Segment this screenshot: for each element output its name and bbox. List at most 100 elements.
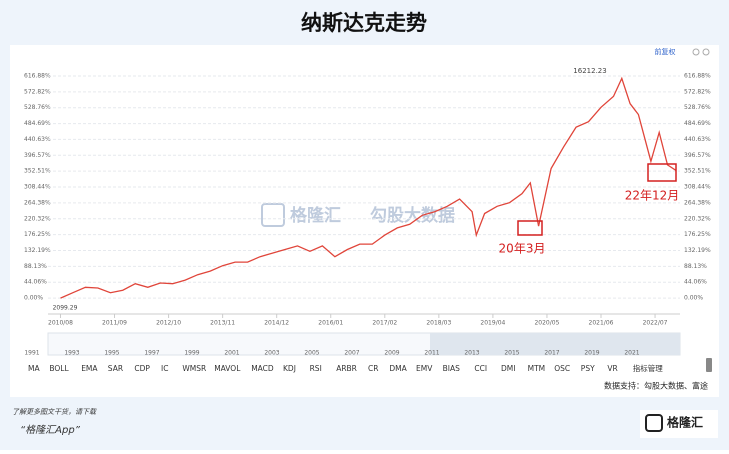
x-tick-label: 2021/06 xyxy=(589,320,614,327)
y-tick-label-right: 44.06% xyxy=(684,279,707,286)
x-tick-label: 2017/02 xyxy=(372,320,397,327)
y-tick-label-right: 176.25% xyxy=(684,231,711,238)
x-tick-label: 2010/08 xyxy=(48,320,73,327)
indicator-tab[interactable]: MA xyxy=(28,364,40,373)
watermark-icon xyxy=(261,203,285,227)
navigator-year: 2009 xyxy=(384,350,399,357)
indicator-tab[interactable]: MTM xyxy=(528,364,546,373)
adjust-toggle[interactable]: 前复权 xyxy=(655,47,676,56)
indicator-tab[interactable]: DMA xyxy=(389,364,407,373)
y-tick-label-right: 484.69% xyxy=(684,120,711,127)
y-tick-label: 484.69% xyxy=(24,120,51,127)
navigator-year: 2003 xyxy=(264,350,279,357)
navigator-year: 2005 xyxy=(304,350,319,357)
watermark-brand: 格隆汇 xyxy=(290,205,341,226)
y-tick-label-right: 572.82% xyxy=(684,88,711,95)
y-tick-label-right: 0.00% xyxy=(684,295,703,302)
indicator-tab[interactable]: CDP xyxy=(134,364,150,373)
y-tick-label: 528.76% xyxy=(24,104,51,111)
navigator-year: 1997 xyxy=(144,350,159,357)
indicator-tab[interactable]: DMI xyxy=(501,364,515,373)
y-tick-label-right: 88.13% xyxy=(684,263,707,270)
indicator-tab[interactable]: BOLL xyxy=(49,364,69,373)
navigator-year: 1999 xyxy=(184,350,199,357)
footer-line1: 了解更多图文干货，请下载 xyxy=(12,408,97,416)
zoom-in[interactable] xyxy=(702,48,710,56)
x-tick-label: 2014/12 xyxy=(264,320,289,327)
y-tick-label: 0.00% xyxy=(24,295,43,302)
navigator-year: 2015 xyxy=(504,350,519,357)
y-tick-label-right: 352.51% xyxy=(684,168,711,175)
y-tick-label-right: 132.19% xyxy=(684,247,711,254)
indicator-tab[interactable]: MAVOL xyxy=(214,364,241,373)
indicator-manage[interactable]: 指标管理 xyxy=(633,363,663,373)
navigator-year: 1991 xyxy=(24,350,39,357)
y-tick-label: 572.82% xyxy=(24,88,51,95)
x-tick-label: 2022/07 xyxy=(643,320,668,327)
y-tick-label-right: 308.44% xyxy=(684,184,711,191)
y-tick-label: 440.63% xyxy=(24,136,51,143)
highlight-box xyxy=(517,220,543,236)
x-tick-label: 2020/05 xyxy=(534,320,559,327)
logo-icon xyxy=(645,414,663,432)
navigator-range[interactable] xyxy=(430,333,680,355)
navigator-year: 1995 xyxy=(104,350,119,357)
indicator-tab[interactable]: BIAS xyxy=(443,364,460,373)
indicator-tab[interactable]: VR xyxy=(607,364,617,373)
indicator-tab[interactable]: IC xyxy=(161,364,168,373)
x-tick-label: 2016/01 xyxy=(318,320,343,327)
indicator-tab[interactable]: EMV xyxy=(416,364,433,373)
indicator-tab[interactable]: CCI xyxy=(474,364,487,373)
y-tick-label: 352.51% xyxy=(24,168,51,175)
y-tick-label: 616.88% xyxy=(24,72,51,79)
y-tick-label: 176.25% xyxy=(24,231,51,238)
annotation: 16212.23 xyxy=(573,67,606,75)
indicator-tab[interactable]: OSC xyxy=(554,364,570,373)
annotation: 20年3月 xyxy=(499,242,546,256)
y-tick-label: 132.19% xyxy=(24,247,51,254)
y-tick-label: 308.44% xyxy=(24,184,51,191)
indicator-tab[interactable]: SAR xyxy=(108,364,123,373)
indicator-tab[interactable]: MACD xyxy=(251,364,274,373)
annotation: 22年12月 xyxy=(625,189,680,203)
highlight-box xyxy=(647,163,677,182)
indicator-tab[interactable]: KDJ xyxy=(283,364,296,373)
y-tick-label: 220.32% xyxy=(24,215,51,222)
scroll-handle[interactable] xyxy=(706,358,712,372)
indicator-tab[interactable]: WMSR xyxy=(182,364,206,373)
navigator-year: 2019 xyxy=(584,350,599,357)
logo-text: 格隆汇 xyxy=(667,415,703,430)
indicator-tab[interactable]: PSY xyxy=(581,364,595,373)
x-tick-label: 2011/09 xyxy=(102,320,127,327)
y-tick-label: 396.57% xyxy=(24,152,51,159)
zoom-out[interactable] xyxy=(692,48,700,56)
y-tick-label: 264.38% xyxy=(24,199,51,206)
y-tick-label-right: 264.38% xyxy=(684,199,711,206)
footer-line2: “格隆汇App” xyxy=(20,424,81,436)
navigator-year: 2013 xyxy=(464,350,479,357)
navigator-year: 2007 xyxy=(344,350,359,357)
annotation: 2099.29 xyxy=(53,305,78,312)
indicator-tab[interactable]: EMA xyxy=(81,364,98,373)
indicator-tab[interactable]: CR xyxy=(368,364,378,373)
x-tick-label: 2013/11 xyxy=(210,320,235,327)
x-tick-label: 2012/10 xyxy=(156,320,181,327)
title: 纳斯达克走势 xyxy=(301,11,427,35)
x-tick-label: 2018/03 xyxy=(426,320,451,327)
price-line xyxy=(60,76,677,299)
indicator-tab[interactable]: RSI xyxy=(310,364,322,373)
navigator-year: 2021 xyxy=(624,350,639,357)
navigator-year: 2001 xyxy=(224,350,239,357)
navigator-year: 2017 xyxy=(544,350,559,357)
navigator-year: 1993 xyxy=(64,350,79,357)
y-tick-label-right: 220.32% xyxy=(684,215,711,222)
navigator: 1991 1993 1995 1997 1999 2001 2003 2005 2007 2009… xyxy=(24,332,712,372)
y-tick-label: 88.13% xyxy=(24,263,47,270)
y-tick-label-right: 440.63% xyxy=(684,136,711,143)
indicator-tab[interactable]: ARBR xyxy=(336,364,357,373)
y-tick-label-right: 528.76% xyxy=(684,104,711,111)
y-tick-label-right: 396.57% xyxy=(684,152,711,159)
navigator-year: 2011 xyxy=(424,350,439,357)
y-tick-label-right: 616.88% xyxy=(684,72,711,79)
